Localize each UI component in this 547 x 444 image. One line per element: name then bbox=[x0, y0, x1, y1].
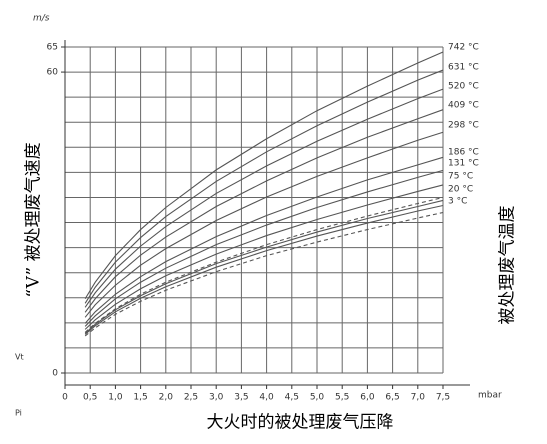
x-tick-label: 0 bbox=[62, 393, 68, 403]
series-label: 520 °C bbox=[448, 82, 479, 92]
series-label: 742 °C bbox=[448, 43, 479, 53]
x-tick-label: 4,5 bbox=[285, 393, 299, 403]
curve bbox=[84, 88, 444, 308]
x-tick-label: 6,0 bbox=[360, 393, 375, 403]
x-tick-label: 3,0 bbox=[209, 393, 224, 403]
x-symbol: Pi bbox=[15, 409, 22, 418]
series-label: 131 °C bbox=[448, 159, 479, 169]
x-tick-label: 4,0 bbox=[259, 393, 274, 403]
x-tick-label: 2,5 bbox=[184, 393, 198, 403]
x-tick-label: 1,5 bbox=[133, 393, 147, 403]
x-tick-label: 0,5 bbox=[83, 393, 97, 403]
curve bbox=[84, 131, 444, 318]
x-tick-label: 6,5 bbox=[385, 393, 399, 403]
curve bbox=[84, 51, 444, 300]
x-unit: mbar bbox=[478, 391, 502, 401]
curve bbox=[84, 169, 444, 327]
curve bbox=[84, 199, 444, 334]
y-tick-label: 60 bbox=[47, 68, 59, 78]
y-axis-title: “V” 被处理废气速度 bbox=[24, 142, 44, 297]
series-label: 298 °C bbox=[448, 121, 479, 131]
series-label: 631 °C bbox=[448, 63, 479, 73]
curve bbox=[84, 204, 444, 335]
series-label: 20 °C bbox=[448, 185, 473, 195]
curve bbox=[84, 211, 444, 337]
curve bbox=[84, 156, 444, 324]
curve bbox=[84, 196, 444, 333]
series-label: 409 °C bbox=[448, 101, 479, 111]
curve bbox=[84, 109, 444, 313]
x-tick-label: 2,0 bbox=[159, 393, 174, 403]
curve bbox=[84, 184, 444, 330]
x-tick-label: 7,0 bbox=[411, 393, 426, 403]
y-tick-label: 65 bbox=[47, 43, 58, 53]
series-label: 75 °C bbox=[448, 172, 473, 182]
x-tick-label: 5,5 bbox=[335, 393, 349, 403]
series-label: 186 °C bbox=[448, 148, 479, 158]
x-axis-title: 大火时的被处理废气压降 bbox=[207, 413, 394, 433]
curve bbox=[84, 69, 444, 304]
x-tick-label: 7,5 bbox=[436, 393, 450, 403]
y-symbol: Vt bbox=[15, 353, 24, 362]
y-unit: m/s bbox=[33, 14, 50, 24]
series-label: 3 °C bbox=[448, 197, 467, 207]
x-tick-label: 1,0 bbox=[108, 393, 123, 403]
y2-axis-title: 被处理废气温度 bbox=[498, 206, 518, 325]
x-tick-label: 3,5 bbox=[234, 393, 248, 403]
x-tick-label: 5,0 bbox=[310, 393, 325, 403]
y-tick-label: 0 bbox=[52, 369, 58, 379]
